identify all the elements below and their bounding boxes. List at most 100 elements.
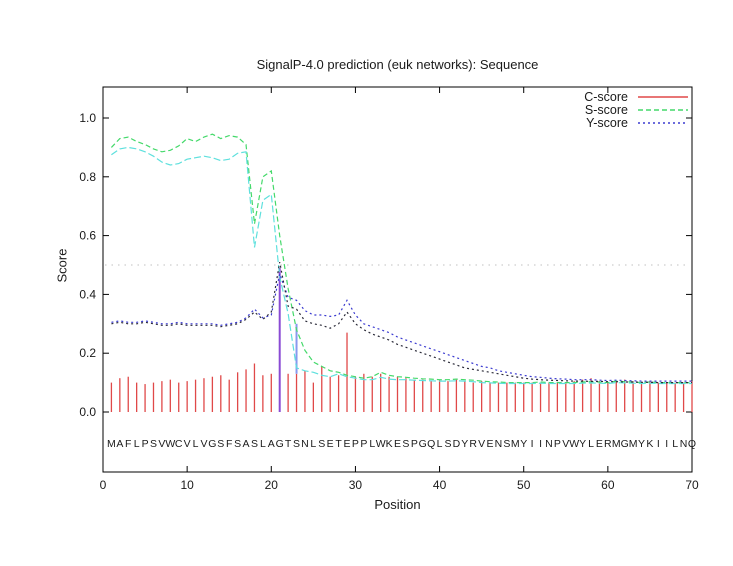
sequence-letter: I [665, 438, 668, 450]
sequence-letter: T [335, 438, 342, 450]
sequence-letter: E [394, 438, 401, 450]
sequence-letter: T [285, 438, 292, 450]
sequence-letter: L [437, 438, 443, 450]
sequence-letter: A [243, 438, 250, 450]
y-axis-label: Score [54, 248, 70, 283]
x-tick-label: 40 [433, 478, 447, 492]
axis-ticks [102, 87, 693, 472]
sequence-letter: D [453, 438, 461, 450]
legend-label-s-score: S-score [585, 103, 628, 117]
x-tick-label: 0 [100, 478, 107, 492]
s-score-line [110, 133, 692, 384]
legend-label-c-score: C-score [584, 90, 628, 104]
sequence-letter: Y [579, 438, 586, 450]
sequence-letter: E [344, 438, 351, 450]
sequence-letter: P [360, 438, 367, 450]
sequence-letter: V [478, 438, 485, 450]
sequence-letter: L [260, 438, 266, 450]
sequence-letter: S [318, 438, 325, 450]
sequence-letter: G [621, 438, 629, 450]
x-tick-label: 20 [265, 478, 279, 492]
sequence-letter: E [487, 438, 494, 450]
sequence-letter: F [125, 438, 131, 450]
sequence-letter: S [150, 438, 157, 450]
x-tick-label: 70 [685, 478, 699, 492]
sequence-letter: P [352, 438, 359, 450]
x-tick-label: 60 [601, 478, 615, 492]
sequence-letter: R [604, 438, 612, 450]
sequence-letter: V [562, 438, 569, 450]
sequence-letter: I [657, 438, 660, 450]
sequence-letter: L [134, 438, 140, 450]
y-tick-label: 0.6 [79, 229, 96, 243]
sequence-letter: R [469, 438, 477, 450]
x-tick-label: 10 [180, 478, 194, 492]
sequence-letter: W [165, 438, 175, 450]
chart-title: SignalP-4.0 prediction (euk networks): S… [256, 57, 539, 72]
sequence-letter: I [539, 438, 542, 450]
sequence-letter: G [276, 438, 284, 450]
sequence-letter: G [419, 438, 427, 450]
c-score-impulses [110, 267, 693, 412]
y-score-secondary-line [111, 261, 692, 384]
sequence-letter: N [545, 438, 553, 450]
plot-border [102, 86, 693, 473]
sequence-letter: P [554, 438, 561, 450]
sequence-letter: E [327, 438, 334, 450]
sequence-letter: L [672, 438, 678, 450]
sequence-letter: L [310, 438, 316, 450]
sequence-letter: S [503, 438, 510, 450]
sequence-letter: S [251, 438, 258, 450]
sequence-letter: N [301, 438, 309, 450]
sequence-letter: Y [638, 438, 645, 450]
sequence-letter: S [444, 438, 451, 450]
sequence-letter: G [208, 438, 216, 450]
sequence-letter: V [200, 438, 207, 450]
y-tick-label: 0.8 [79, 170, 96, 184]
s-score-secondary-line [111, 146, 692, 385]
sequence-letter: P [142, 438, 149, 450]
sequence-letter: L [193, 438, 199, 450]
x-tick-label: 50 [517, 478, 531, 492]
sequence-letter: Q [427, 438, 435, 450]
legend-label-y-score: Y-score [586, 116, 628, 130]
sequence-letter: S [402, 438, 409, 450]
sequence-letter: W [376, 438, 386, 450]
sequence-letter: Y [461, 438, 468, 450]
sequence-letter: M [511, 438, 520, 450]
x-tick-label: 30 [349, 478, 363, 492]
y-tick-label: 1.0 [79, 111, 96, 125]
y-tick-label: 0.2 [79, 346, 96, 360]
sequence-letter: M [107, 438, 116, 450]
sequence-letter: W [569, 438, 579, 450]
sequence-letter: A [268, 438, 275, 450]
sequence-letter: C [175, 438, 183, 450]
sequence-letter: V [158, 438, 165, 450]
sequence-letter: Q [688, 438, 696, 450]
sequence-letter: L [588, 438, 594, 450]
sequence-letter: E [596, 438, 603, 450]
sequence-letter: V [184, 438, 191, 450]
sequence-letter: Y [520, 438, 527, 450]
sequence-letter: N [495, 438, 503, 450]
axis-tick-labels: 0.0 0.2 0.4 0.6 0.8 1.0 0 10 20 30 40 50 60 70 [79, 111, 699, 492]
sequence-letter: F [226, 438, 232, 450]
y-tick-label: 0.4 [79, 287, 96, 301]
sequence-letter: S [217, 438, 224, 450]
sequence-letter: N [680, 438, 688, 450]
sequence-letter: M [612, 438, 621, 450]
sequence-letter: L [369, 438, 375, 450]
y-tick-label: 0.0 [79, 405, 96, 419]
sequence-letter: K [646, 438, 653, 450]
sequence-letter: I [531, 438, 534, 450]
x-axis-label: Position [374, 497, 421, 512]
sequence-letter: M [629, 438, 638, 450]
sequence-letter: P [411, 438, 418, 450]
sequence-letter: S [234, 438, 241, 450]
sequence-letter: S [293, 438, 300, 450]
sequence-letter: K [386, 438, 393, 450]
